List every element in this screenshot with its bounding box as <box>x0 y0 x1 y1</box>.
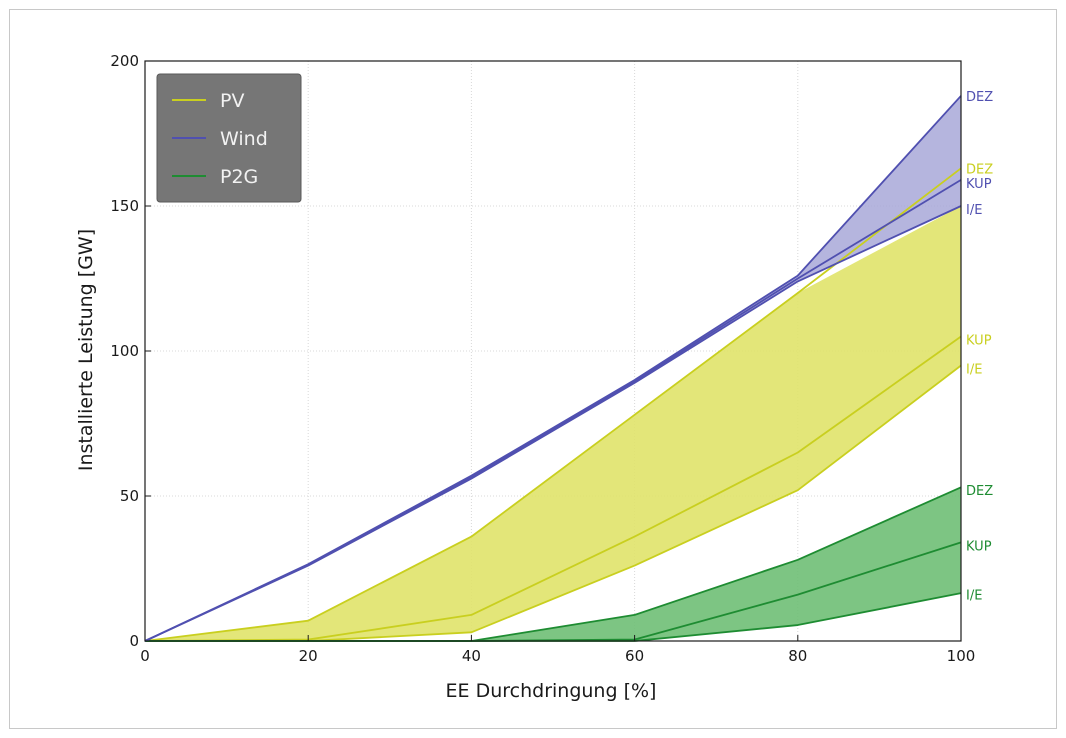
end-label-p2g: KUP <box>966 539 992 554</box>
y-tick-label: 50 <box>120 487 139 505</box>
y-tick-label: 150 <box>110 197 139 215</box>
end-label-wind: KUP <box>966 177 992 192</box>
legend-label-p2g: P2G <box>220 166 258 188</box>
band-p2g <box>145 487 961 641</box>
end-label-p2g: DEZ <box>966 484 993 499</box>
end-label-wind: DEZ <box>966 90 993 105</box>
y-tick-label: 200 <box>110 52 139 70</box>
line-wind-ie <box>144 205 962 642</box>
x-tick-label: 20 <box>299 647 318 665</box>
legend: PV Wind P2G <box>156 73 302 203</box>
x-tick-label: 60 <box>625 647 644 665</box>
y-tick-label: 100 <box>110 342 139 360</box>
y-tick-label: 0 <box>129 632 139 650</box>
axis-ticks: 0 20 40 60 80 100 0 50 100 150 200 <box>110 52 975 665</box>
end-label-pv: KUP <box>966 333 992 348</box>
legend-label-wind: Wind <box>220 128 268 150</box>
end-label-pv: I/E <box>966 362 982 377</box>
x-axis-title: EE Durchdringung [%] <box>446 680 657 702</box>
legend-label-pv: PV <box>220 90 244 112</box>
band-pv <box>145 206 961 641</box>
end-label-pv: DEZ <box>966 162 993 177</box>
legend-box <box>156 73 302 203</box>
x-tick-label: 80 <box>788 647 807 665</box>
area-bands <box>145 95 961 642</box>
x-tick-label: 100 <box>947 647 976 665</box>
line-pv-kup <box>144 335 962 642</box>
y-axis-title: Installierte Leistung [GW] <box>75 229 97 471</box>
end-label-p2g: I/E <box>966 589 982 604</box>
end-label-wind: I/E <box>966 203 982 218</box>
x-tick-label: 40 <box>462 647 481 665</box>
line-pv-dez <box>144 167 962 642</box>
x-tick-label: 0 <box>140 647 150 665</box>
